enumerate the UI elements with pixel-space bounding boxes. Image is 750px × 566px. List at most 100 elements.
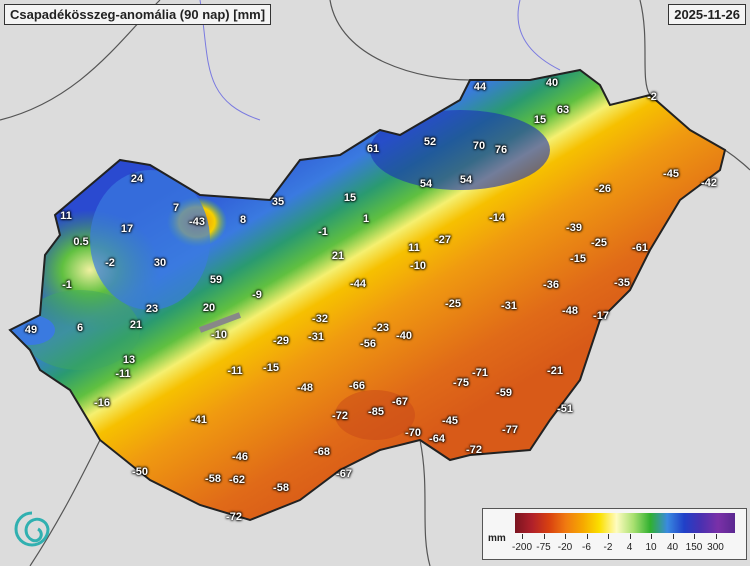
value-label: -56	[360, 338, 376, 350]
legend-tick-mark	[565, 534, 566, 539]
value-label: -45	[442, 415, 458, 427]
value-label: -11	[115, 368, 131, 380]
legend-unit: mm	[488, 533, 506, 544]
value-label: 59	[209, 274, 223, 286]
value-label: 15	[343, 192, 357, 204]
value-label: 76	[494, 144, 508, 156]
value-label: 63	[556, 104, 570, 116]
legend-tick-label: -2	[603, 542, 613, 553]
lake-balaton	[198, 312, 242, 333]
legend-tick-mark	[608, 534, 609, 539]
value-label: -1	[62, 279, 72, 291]
value-label: 40	[545, 77, 559, 89]
legend-tick-mark	[694, 534, 695, 539]
value-label: -31	[308, 331, 324, 343]
value-label: -59	[496, 387, 512, 399]
value-label: -39	[566, 222, 582, 234]
value-label: -10	[410, 260, 426, 272]
value-label: -17	[593, 310, 609, 322]
value-label: -32	[312, 313, 328, 325]
legend-tick-label: -200	[511, 542, 533, 553]
legend-tick-mark	[672, 534, 674, 539]
legend-tick-mark	[629, 534, 631, 539]
value-label: 24	[130, 173, 144, 185]
value-label: 70	[472, 140, 486, 152]
value-label: -14	[489, 212, 505, 224]
value-label: -72	[466, 444, 482, 456]
map-title: Csapadékösszeg-anomália (90 nap) [mm]	[4, 4, 272, 25]
value-label: -1	[318, 226, 328, 238]
legend-tick-mark	[586, 534, 588, 539]
value-label: -23	[373, 322, 389, 334]
value-label: -16	[94, 397, 110, 409]
value-label: -2	[105, 257, 115, 269]
value-label: -2	[647, 91, 657, 103]
value-label: -43	[189, 216, 205, 228]
value-label: -41	[191, 414, 207, 426]
value-label: -15	[570, 253, 586, 265]
value-label: 13	[122, 354, 136, 366]
value-label: -58	[205, 473, 221, 485]
value-label: -77	[502, 424, 518, 436]
value-label: 35	[271, 196, 285, 208]
legend-tick-mark	[651, 534, 652, 539]
value-label: 7	[172, 202, 180, 214]
value-label: -51	[557, 403, 573, 415]
legend-tick-label: 40	[666, 542, 679, 553]
legend-tick-mark	[543, 534, 545, 539]
legend-tick-label: 150	[685, 542, 703, 553]
value-label: -25	[445, 298, 461, 310]
value-label: 54	[459, 174, 473, 186]
value-label: 21	[129, 319, 143, 331]
legend-tick-label: -75	[536, 542, 551, 553]
value-label: -26	[595, 183, 611, 195]
value-label: -70	[405, 427, 421, 439]
value-label: 11	[60, 210, 72, 222]
value-label: -67	[392, 396, 408, 408]
legend-tick-label: 4	[626, 542, 633, 553]
value-label: 8	[239, 214, 247, 226]
value-label: -72	[332, 410, 348, 422]
value-label: 54	[419, 178, 433, 190]
value-label: -50	[132, 466, 148, 478]
value-label: -31	[501, 300, 517, 312]
legend-tick-label: 10	[645, 542, 657, 553]
legend-tick-mark	[522, 534, 523, 539]
value-label: -75	[453, 377, 469, 389]
color-legend: mm -200 -75 -20 -6 -2 4 10 40 150 300	[482, 508, 747, 560]
value-label: 17	[120, 223, 134, 235]
value-label: -45	[663, 168, 679, 180]
value-label: -35	[614, 277, 630, 289]
value-label: 61	[366, 143, 380, 155]
value-label: -15	[263, 362, 279, 374]
value-label: -48	[562, 305, 578, 317]
value-label: 30	[153, 257, 167, 269]
value-label: -10	[211, 329, 227, 341]
value-label: -21	[547, 365, 563, 377]
value-label: -68	[314, 446, 330, 458]
value-label: -61	[632, 242, 648, 254]
value-label: 52	[423, 136, 437, 148]
logo-icon	[14, 511, 50, 547]
value-label: 6	[76, 322, 84, 334]
value-label: 15	[533, 114, 547, 126]
legend-color-bar	[515, 513, 735, 533]
value-label: 21	[331, 250, 345, 262]
value-label: -44	[350, 278, 366, 290]
value-label: -67	[336, 468, 352, 480]
value-label: -40	[396, 330, 412, 342]
value-label: -29	[273, 335, 289, 347]
value-label: -48	[297, 382, 313, 394]
value-label: 0.5	[73, 236, 89, 248]
value-label: 20	[202, 302, 216, 314]
map-date: 2025-11-26	[668, 4, 746, 25]
value-label: -62	[229, 474, 245, 486]
value-label: -58	[273, 482, 289, 494]
value-label: -25	[591, 237, 607, 249]
value-label: 11	[408, 242, 420, 254]
legend-tick-label: -20	[557, 542, 573, 553]
